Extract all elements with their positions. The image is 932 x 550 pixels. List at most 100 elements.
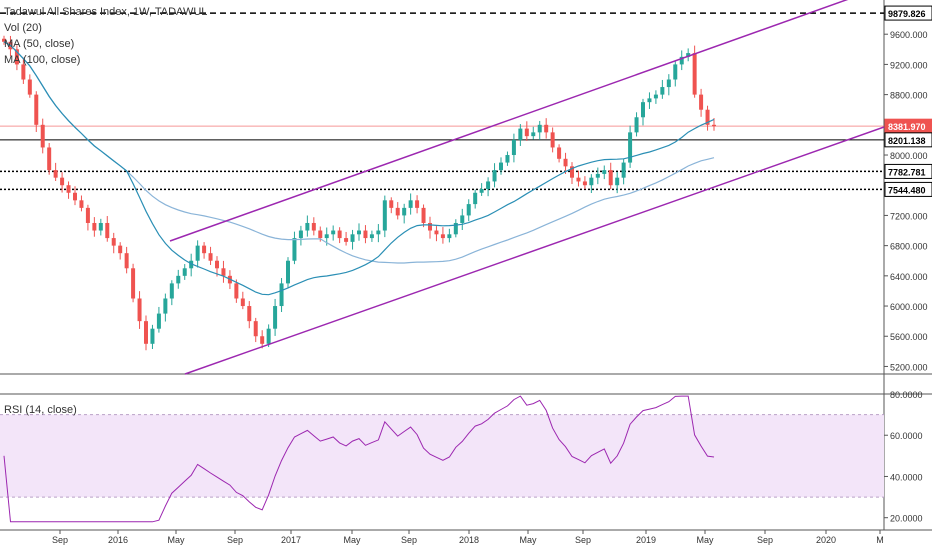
y-tick-label: 8800.000 <box>890 91 928 101</box>
candle-body <box>350 234 355 242</box>
candle-body <box>679 56 684 65</box>
candle-body <box>395 207 400 216</box>
candle-body <box>253 321 258 337</box>
candle-body <box>202 245 207 254</box>
candle-body <box>357 230 361 235</box>
candle-body <box>79 200 84 208</box>
channel-upper-line <box>169 0 849 242</box>
ma50-line <box>3 41 715 296</box>
candle-body <box>176 275 181 284</box>
indicator-vol[interactable]: Vol (20) <box>4 22 42 34</box>
candle-body <box>344 238 349 242</box>
channel-lower-line <box>184 126 885 375</box>
y-tick-label: 7200.000 <box>890 211 928 221</box>
price-level-label: 8381.970 <box>888 122 926 132</box>
candle-body <box>660 87 665 95</box>
indicator-ma50[interactable]: MA (50, close) <box>4 38 75 50</box>
price-level-label: 8201.138 <box>888 136 926 146</box>
x-tick-label: 2018 <box>459 535 479 545</box>
candle-body <box>576 177 581 182</box>
candle-body <box>440 234 445 239</box>
x-tick-label: 2020 <box>816 535 836 545</box>
candle-body <box>705 109 710 125</box>
candle-body <box>27 79 32 95</box>
candle-body <box>486 181 491 189</box>
price-level-box <box>884 132 932 148</box>
candle-body <box>137 298 142 322</box>
x-tick-label: Sep <box>575 535 591 545</box>
candle-body <box>337 230 342 239</box>
candle-body <box>2 38 6 42</box>
x-tick-label: 2017 <box>281 535 301 545</box>
candle-body <box>85 207 90 223</box>
candle-body <box>156 313 161 329</box>
candle-body <box>699 94 704 110</box>
candle-body <box>557 147 562 159</box>
price-level-box <box>884 5 932 21</box>
candle-body <box>479 189 484 193</box>
candle-body <box>124 253 129 269</box>
candle-body <box>582 181 587 186</box>
candle-body <box>273 306 278 329</box>
y-tick-label: 5600.000 <box>890 332 928 342</box>
candle-body <box>92 222 97 231</box>
candle-body <box>150 328 155 344</box>
x-tick-label: 2019 <box>636 535 656 545</box>
candle-body <box>589 177 594 186</box>
candle-body <box>21 64 26 80</box>
candle-body <box>324 234 329 239</box>
candle-body <box>453 222 458 235</box>
x-tick-label: 2016 <box>108 535 128 545</box>
candle-body <box>382 200 387 231</box>
candle-body <box>389 200 394 208</box>
candle-body <box>34 94 39 125</box>
candle-body <box>505 155 510 163</box>
candle-body <box>653 94 658 99</box>
candle-body <box>537 124 542 133</box>
x-tick-label: May <box>167 535 185 545</box>
y-tick-label: 6000.000 <box>890 302 928 312</box>
candle-body <box>550 132 555 148</box>
candle-body <box>447 234 452 239</box>
candle-body <box>195 245 200 261</box>
chart-title[interactable]: Tadawul All Shares Index, 1W, TADAWUL <box>4 6 208 18</box>
price-level-label: 9879.826 <box>888 9 926 19</box>
candle-body <box>363 230 368 239</box>
candle-body <box>570 166 574 178</box>
candle-body <box>634 117 639 133</box>
candle-body <box>544 124 549 133</box>
candle-body <box>266 328 271 344</box>
rsi-title: RSI (14, close) <box>4 404 77 416</box>
candle-body <box>286 260 290 284</box>
price-level-label: 7544.480 <box>888 185 926 195</box>
x-tick-label: Sep <box>757 535 773 545</box>
x-tick-label: M <box>876 535 884 545</box>
rsi-tick-label: 40.0000 <box>890 472 923 482</box>
candle-body <box>118 245 123 254</box>
rsi-band <box>0 414 884 498</box>
main-legend: Tadawul All Shares Index, 1W, TADAWUL Vo… <box>4 4 207 68</box>
candle-body <box>331 230 336 235</box>
candle-body <box>428 222 432 231</box>
candle-body <box>234 283 239 299</box>
price-level-label: 7782.781 <box>888 167 926 177</box>
candle-body <box>292 238 297 261</box>
candle-body <box>105 222 110 239</box>
y-tick-label: 6800.000 <box>890 242 928 252</box>
price-level-box <box>884 163 932 179</box>
candle-body <box>712 124 716 127</box>
indicator-ma100[interactable]: MA (100, close) <box>4 54 81 66</box>
candle-body <box>641 102 645 118</box>
candle-body <box>673 64 678 80</box>
candle-body <box>60 177 65 186</box>
candle-body <box>511 139 516 156</box>
candle-body <box>169 283 174 299</box>
rsi-legend[interactable]: RSI (14, close) <box>4 402 77 418</box>
candle-body <box>666 79 671 88</box>
y-tick-label: 5200.000 <box>890 362 928 372</box>
candle-body <box>279 283 284 307</box>
candle-body <box>66 185 71 193</box>
candle-body <box>144 321 148 344</box>
candle-body <box>563 158 568 167</box>
